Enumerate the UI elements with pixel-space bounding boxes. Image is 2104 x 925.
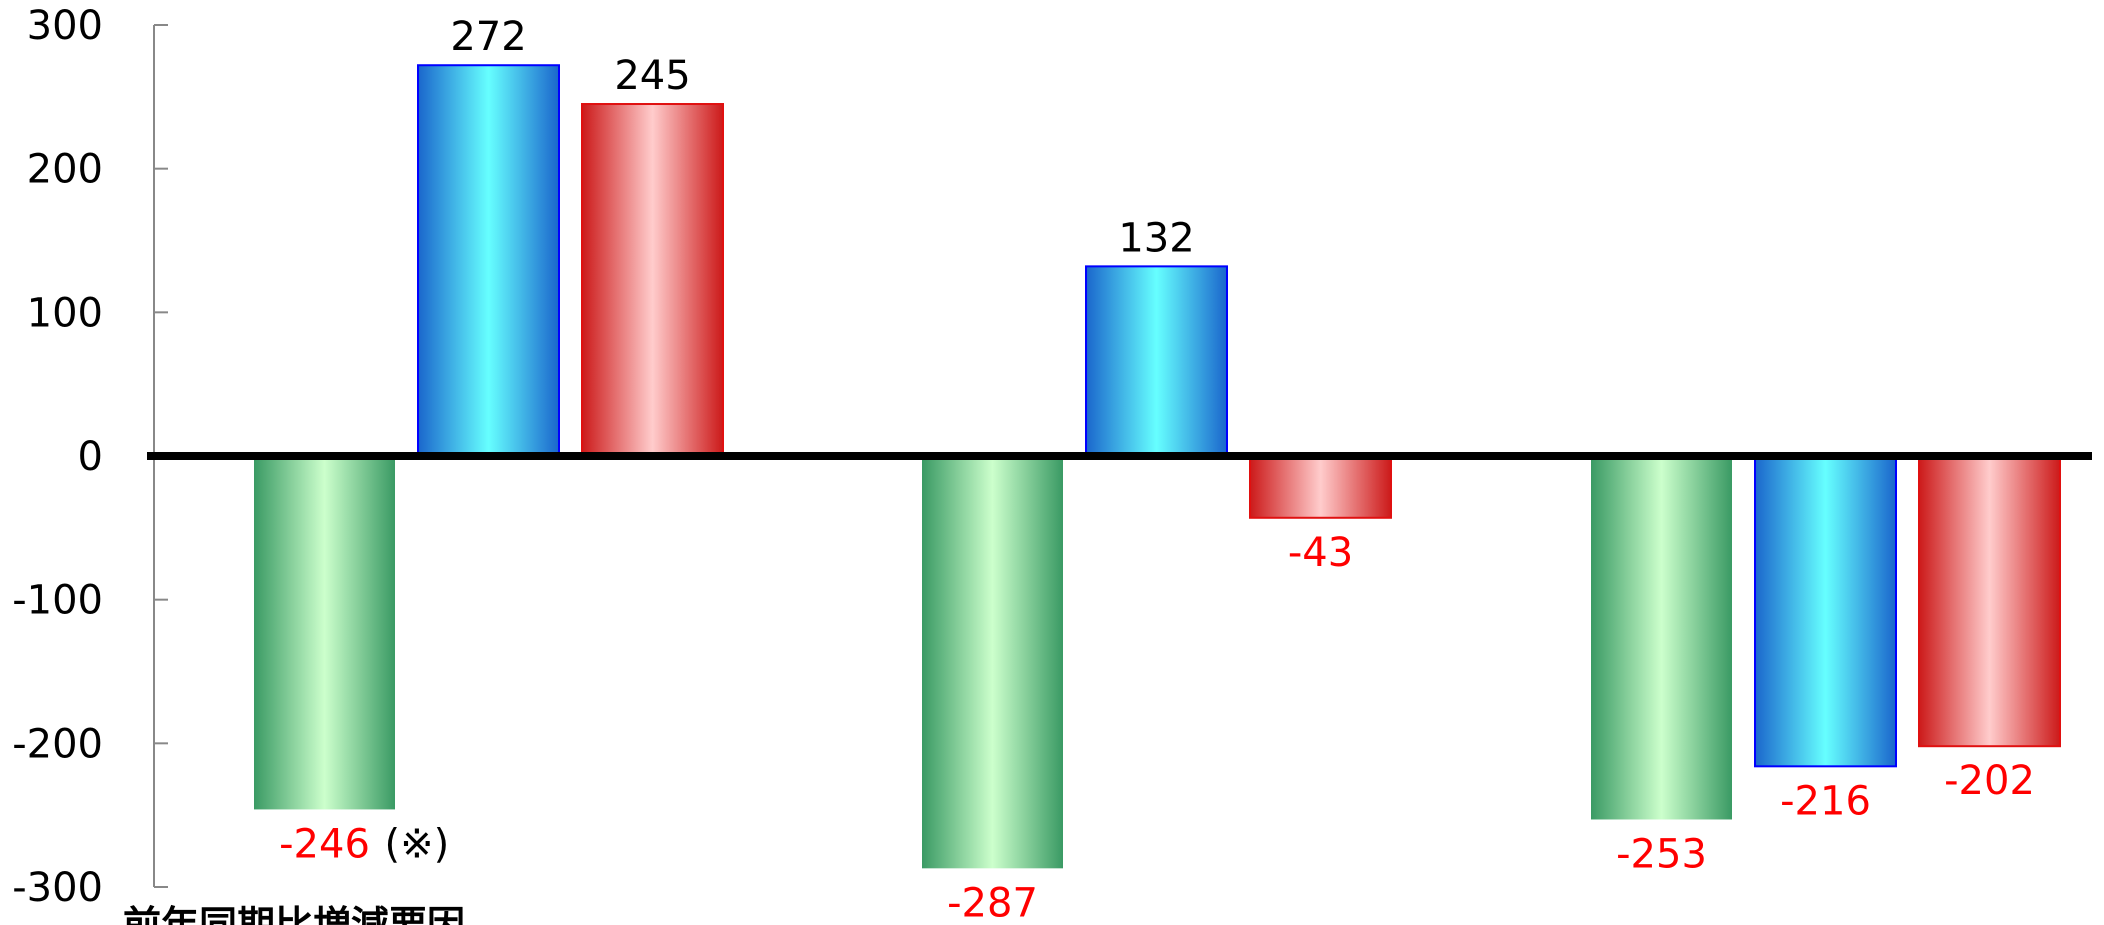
data-label: 132: [1118, 215, 1194, 261]
y-tick-label: 200: [27, 147, 103, 193]
data-label: -202: [1944, 758, 2035, 804]
bar-series-3-group-3: [1918, 455, 2061, 748]
bars: [254, 64, 2061, 869]
y-tick-label: 100: [27, 290, 103, 336]
y-axis: 300 200 100 0 -100 -200 -300: [12, 3, 168, 911]
bar-series-1-group-2: [922, 456, 1063, 869]
data-label: 245: [614, 53, 690, 99]
data-label: -287: [947, 880, 1038, 925]
y-tick-label: 0: [78, 434, 103, 480]
bar-series-3-group-1: [581, 103, 724, 458]
y-tick-label: 300: [27, 3, 103, 49]
bar-series-1-group-1: [254, 456, 395, 810]
data-label: -246: [279, 821, 370, 867]
annotation-marker: (※): [385, 821, 450, 867]
bar-series-2-group-2: [1085, 265, 1228, 457]
y-tick-label: -100: [12, 578, 103, 624]
data-label: 272: [450, 14, 526, 60]
footer-title: 前年同期比増減要因: [123, 903, 465, 925]
data-label: -216: [1780, 778, 1871, 824]
y-tick-label: -300: [12, 865, 103, 911]
bar-series-2-group-1: [417, 64, 560, 458]
bar-series-2-group-3: [1754, 455, 1897, 768]
data-label: -43: [1288, 530, 1353, 576]
data-labels: -246 (※) -287 -253 272 132 -216 245 -43 -202: [279, 14, 2035, 925]
bar-series-3-group-2: [1249, 455, 1392, 519]
bar-series-1-group-3: [1591, 456, 1732, 820]
data-label: -253: [1616, 831, 1707, 877]
y-tick-label: -200: [12, 721, 103, 767]
